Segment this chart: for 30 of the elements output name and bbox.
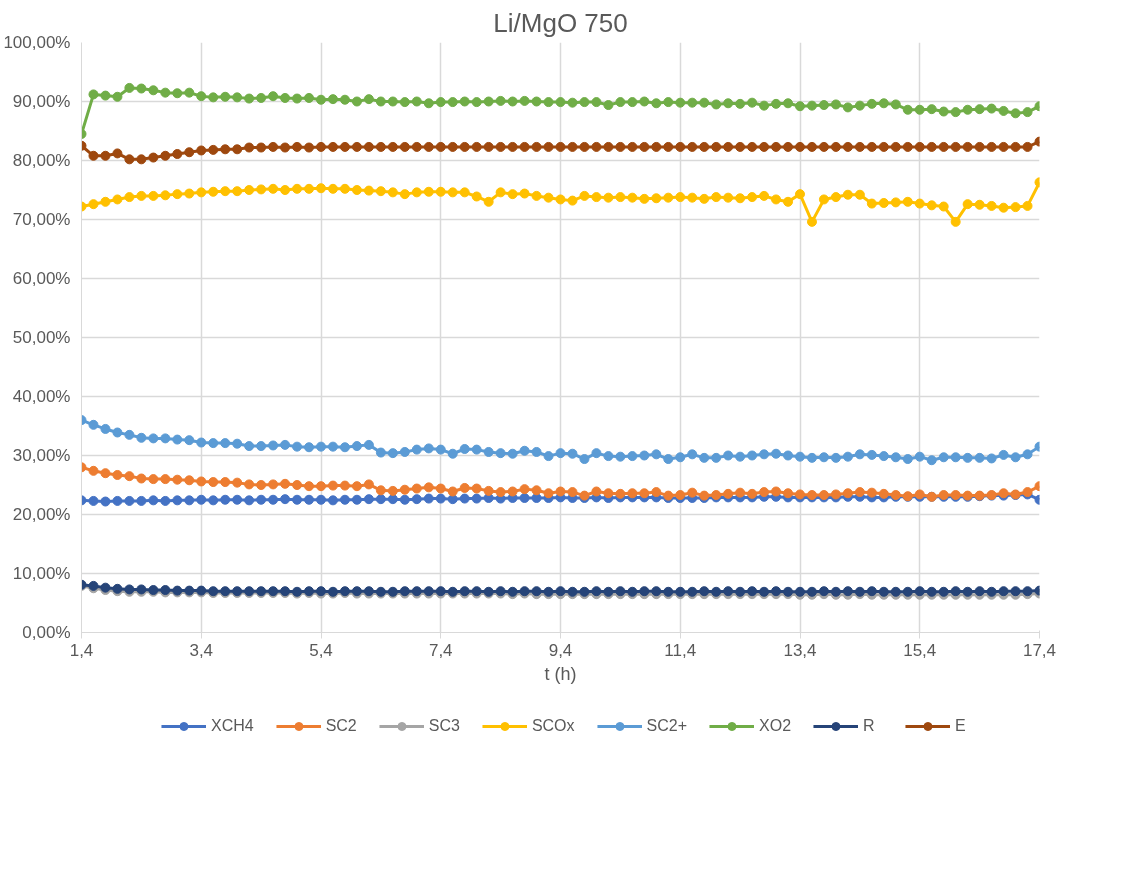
y-tick-label: 60,00% xyxy=(12,269,71,288)
y-tick-label: 80,00% xyxy=(12,151,71,170)
y-tick-label: 20,00% xyxy=(12,505,71,524)
legend-label: SC2+ xyxy=(646,717,688,735)
legend-label: R xyxy=(863,717,876,735)
x-tick-label: 13,4 xyxy=(783,640,817,660)
y-tick-label: 90,00% xyxy=(12,92,71,111)
y-tick-label: 70,00% xyxy=(12,210,71,229)
y-tick-label: 50,00% xyxy=(12,328,71,347)
y-tick-label: 100,00% xyxy=(3,33,71,52)
legend-label: E xyxy=(955,717,967,735)
chart-title: Li/MgO 750 xyxy=(493,7,628,38)
x-tick-label: 7,4 xyxy=(428,640,453,660)
x-tick-label: 3,4 xyxy=(189,640,214,660)
x-tick-label: 17,4 xyxy=(1022,640,1057,660)
x-tick-label: 5,4 xyxy=(309,640,333,660)
y-tick-label: 0,00% xyxy=(22,623,71,642)
x-tick-label: 1,4 xyxy=(69,640,94,660)
legend-label: XCH4 xyxy=(210,717,254,735)
legend-label: SC2 xyxy=(325,717,357,735)
y-tick-label: 10,00% xyxy=(12,564,71,583)
legend-label: SC3 xyxy=(428,717,460,735)
x-tick-label: 9,4 xyxy=(548,640,573,660)
legend-label: XO2 xyxy=(759,717,792,735)
x-tick-label: 11,4 xyxy=(664,640,697,660)
legend-label: SCOx xyxy=(531,717,575,735)
x-axis-title: t (h) xyxy=(544,663,577,684)
y-tick-label: 30,00% xyxy=(12,446,71,465)
y-tick-label: 40,00% xyxy=(12,387,71,406)
x-tick-label: 15,4 xyxy=(903,640,937,660)
